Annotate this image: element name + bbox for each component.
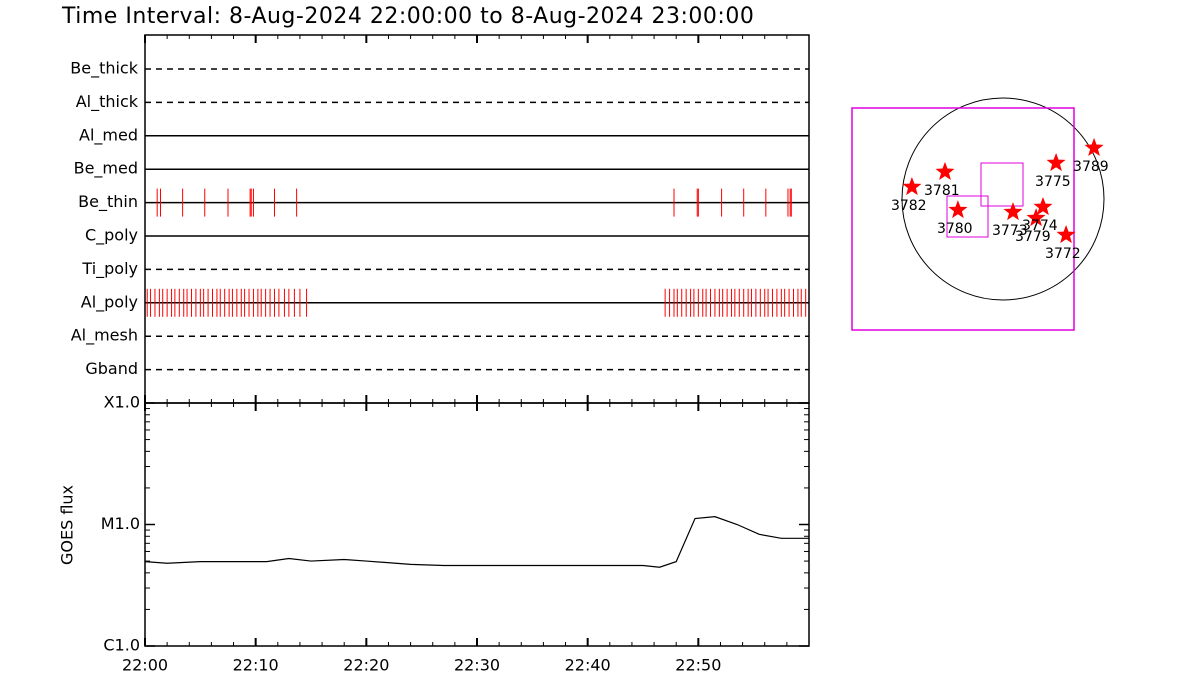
x-tick-label: 22:50 <box>675 656 721 675</box>
goes-curve <box>144 516 809 568</box>
region-label: 3779 <box>1015 229 1051 245</box>
region-label: 3781 <box>924 183 960 199</box>
row-label: Be_thin <box>78 192 138 212</box>
row-label: C_poly <box>85 226 138 246</box>
row-label: Ti_poly <box>81 259 138 279</box>
region-star <box>1084 137 1104 156</box>
region-star <box>1056 225 1076 244</box>
x-tick-label: 22:10 <box>233 656 279 675</box>
x-tick-label: 22:20 <box>343 656 389 675</box>
row-label: Gband <box>85 359 138 378</box>
region-label: 3774 <box>1022 218 1058 234</box>
region-label: 3789 <box>1073 159 1109 175</box>
fov-box <box>980 162 1024 207</box>
x-tick-label: 22:40 <box>565 656 611 675</box>
region-star <box>1033 197 1053 216</box>
fov-box <box>946 195 989 238</box>
region-label: 3780 <box>937 221 973 237</box>
y-axis-label: GOES flux <box>58 485 77 565</box>
region-star <box>902 177 922 196</box>
row-label: Al_mesh <box>71 326 138 346</box>
x-tick-label: 22:00 <box>122 656 168 675</box>
row-label: Be_thick <box>70 59 138 79</box>
region-star <box>1026 208 1046 227</box>
region-star <box>948 200 968 219</box>
region-label: 3772 <box>1045 246 1081 262</box>
y-tick-label: M1.0 <box>101 514 140 533</box>
row-label: Be_med <box>74 159 138 179</box>
solar-disk <box>901 97 1105 301</box>
y-tick-label: X1.0 <box>104 393 140 412</box>
region-star <box>1046 153 1066 172</box>
region-star <box>935 161 955 180</box>
row-label: Al_poly <box>81 292 138 312</box>
region-label: 3773 <box>992 223 1028 239</box>
y-tick-label: C1.0 <box>103 636 140 655</box>
region-label: 3775 <box>1035 174 1071 190</box>
region-label: 3782 <box>891 198 927 214</box>
x-tick-label: 22:30 <box>454 656 500 675</box>
region-star <box>1003 202 1023 221</box>
fov-box <box>851 107 1075 331</box>
row-label: Al_thick <box>76 92 139 112</box>
row-label: Al_med <box>79 125 138 145</box>
chart-title: Time Interval: 8-Aug-2024 22:00:00 to 8-… <box>61 4 754 29</box>
